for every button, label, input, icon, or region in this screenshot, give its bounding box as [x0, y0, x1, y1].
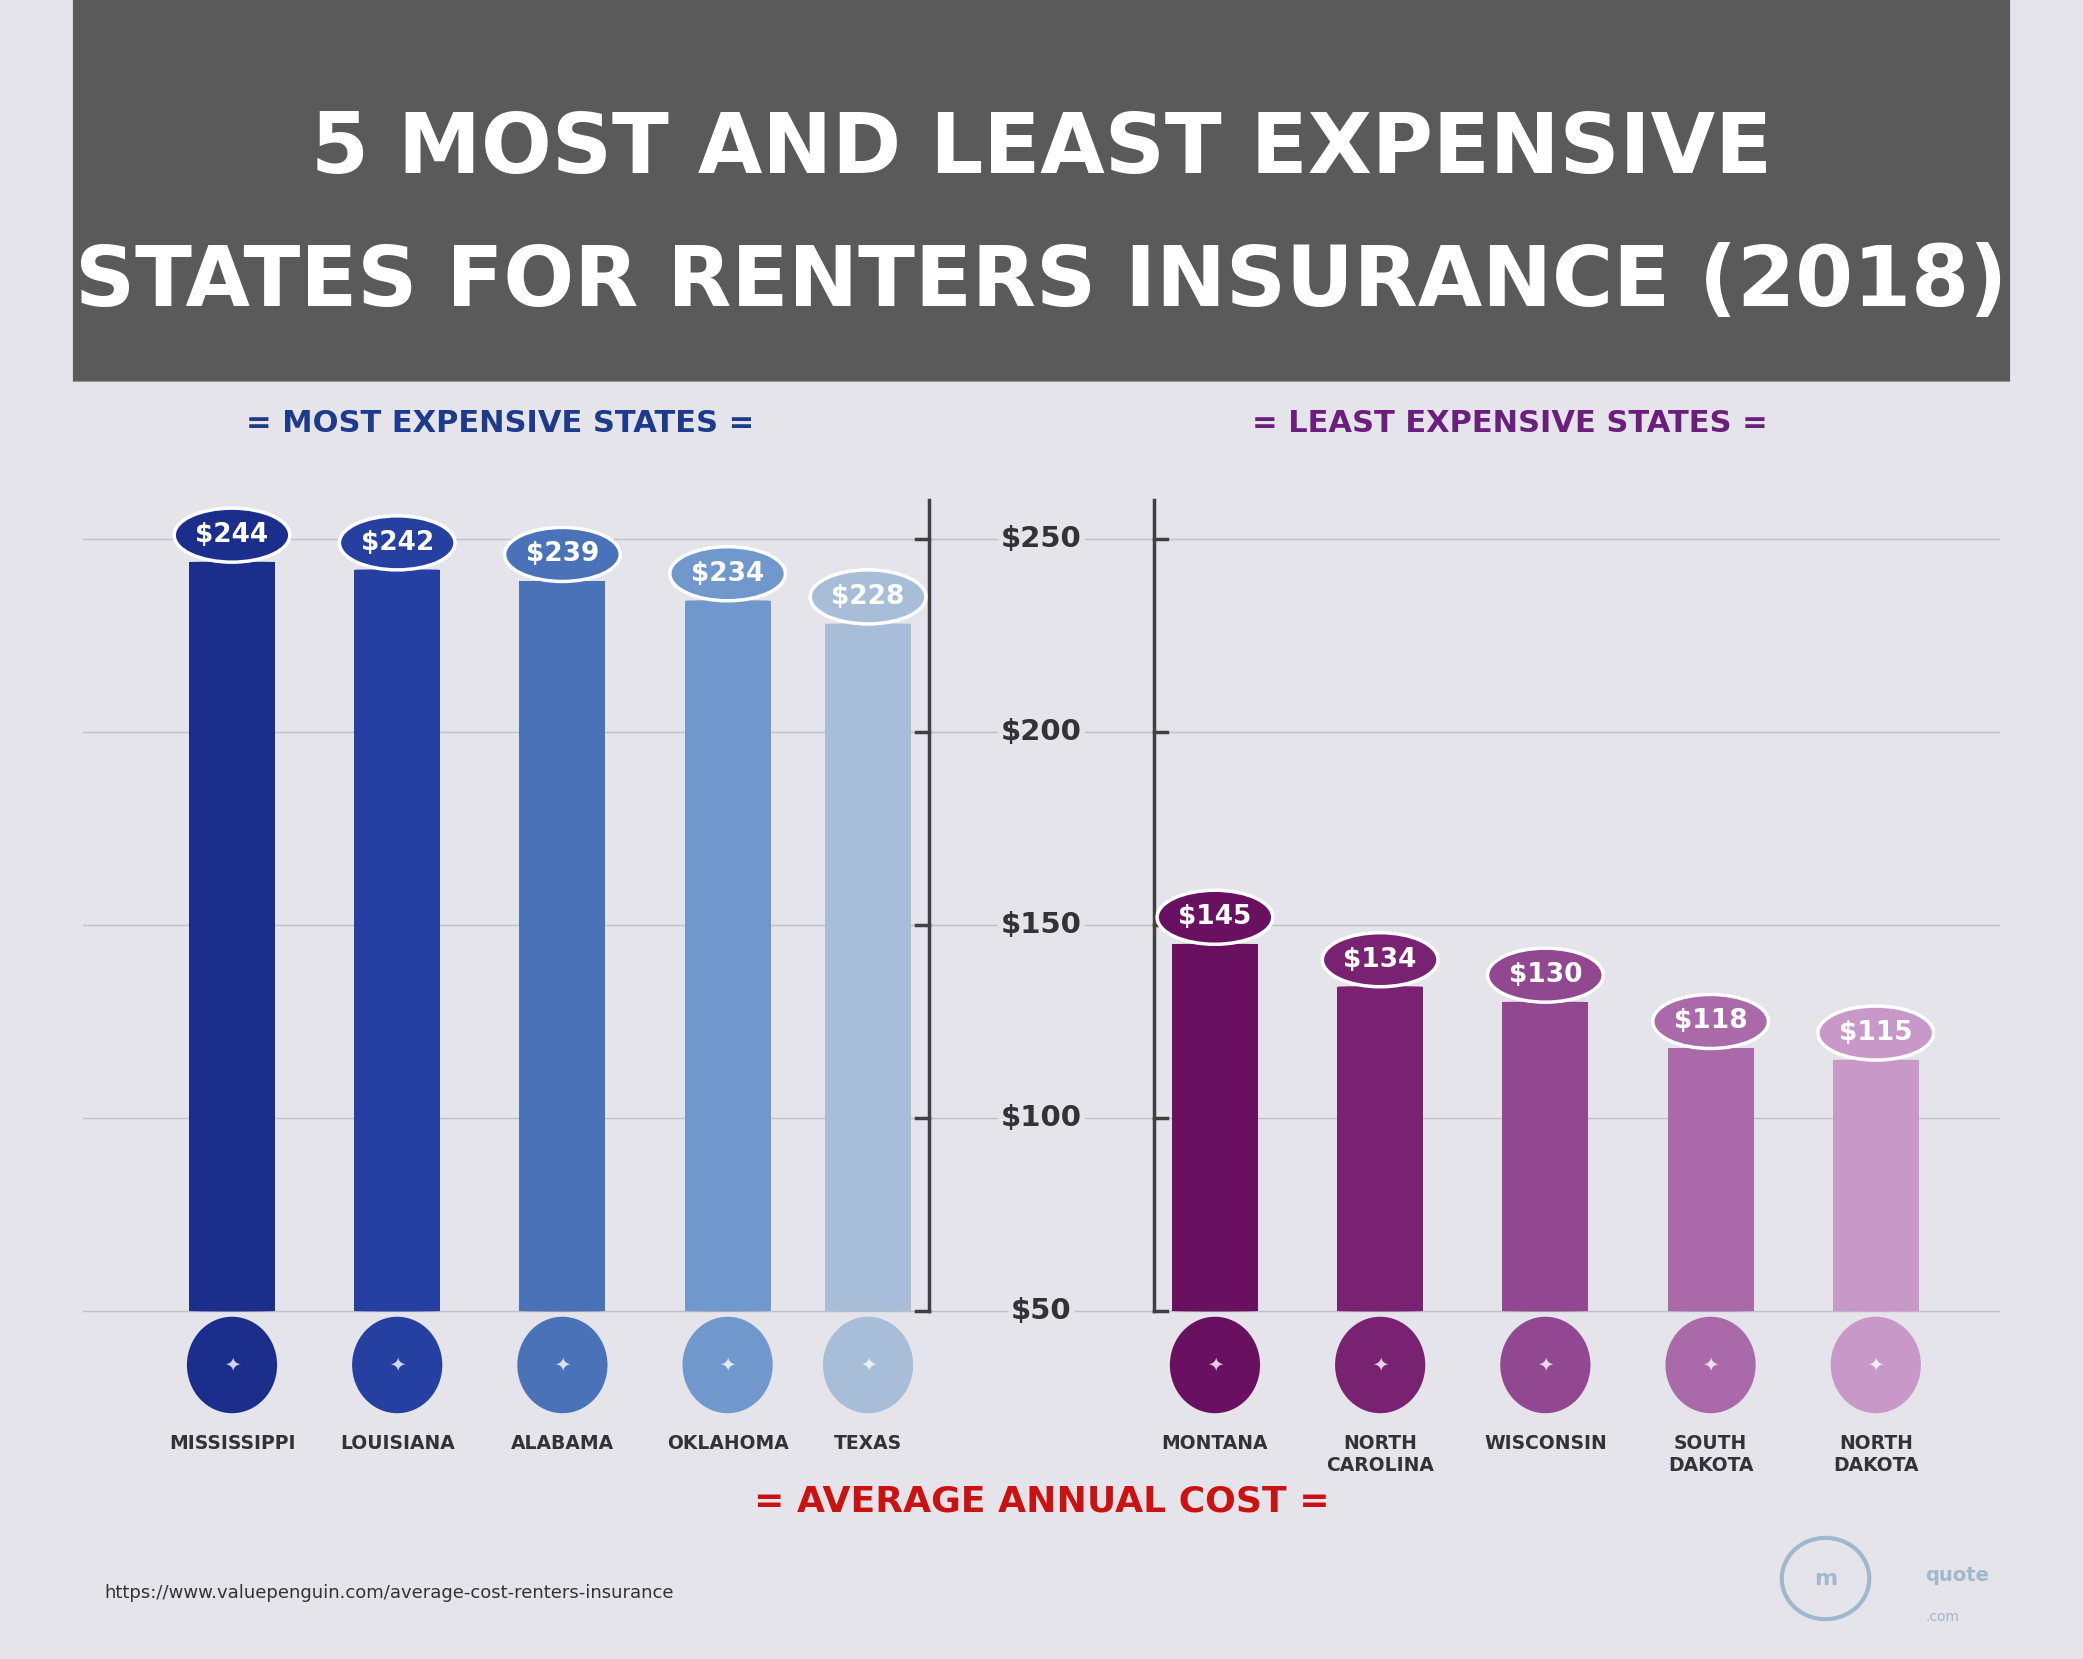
Ellipse shape: [1323, 932, 1437, 987]
Text: quote: quote: [1925, 1566, 1989, 1584]
Text: https://www.valuepenguin.com/average-cost-renters-insurance: https://www.valuepenguin.com/average-cos…: [104, 1584, 673, 1601]
Ellipse shape: [1487, 949, 1604, 1002]
Ellipse shape: [352, 1317, 442, 1413]
Ellipse shape: [1652, 994, 1768, 1048]
Ellipse shape: [1335, 1317, 1425, 1413]
Text: ALABAMA: ALABAMA: [510, 1435, 614, 1453]
Ellipse shape: [175, 508, 290, 562]
Text: ✦: ✦: [1868, 1355, 1883, 1375]
Text: $228: $228: [831, 584, 904, 611]
Text: $130: $130: [1508, 962, 1583, 989]
Ellipse shape: [1158, 891, 1273, 944]
Text: $50: $50: [1010, 1297, 1073, 1326]
Text: OKLAHOMA: OKLAHOMA: [667, 1435, 789, 1453]
Ellipse shape: [823, 1317, 912, 1413]
Text: NORTH
CAROLINA: NORTH CAROLINA: [1327, 1435, 1433, 1475]
Bar: [1173, 944, 1258, 1311]
Text: m: m: [1814, 1568, 1837, 1589]
Ellipse shape: [340, 516, 454, 571]
Text: 5 MOST AND LEAST EXPENSIVE: 5 MOST AND LEAST EXPENSIVE: [310, 109, 1773, 189]
Text: ✦: ✦: [223, 1355, 240, 1375]
Bar: [1833, 1060, 1918, 1311]
Ellipse shape: [683, 1317, 773, 1413]
Text: ✦: ✦: [1373, 1355, 1389, 1375]
Text: $150: $150: [1002, 911, 1081, 939]
Text: $118: $118: [1675, 1009, 1748, 1035]
Bar: [519, 581, 606, 1311]
Ellipse shape: [810, 571, 925, 624]
Text: $100: $100: [1002, 1103, 1081, 1131]
Text: WISCONSIN: WISCONSIN: [1483, 1435, 1606, 1453]
Text: ✦: ✦: [1537, 1355, 1554, 1375]
Text: $242: $242: [360, 529, 433, 556]
Text: LOUISIANA: LOUISIANA: [340, 1435, 454, 1453]
Ellipse shape: [1666, 1317, 1756, 1413]
Text: ✦: ✦: [719, 1355, 735, 1375]
Text: ✦: ✦: [554, 1355, 571, 1375]
Text: MONTANA: MONTANA: [1162, 1435, 1269, 1453]
Text: $134: $134: [1344, 947, 1416, 972]
Bar: [1337, 987, 1423, 1311]
Text: = MOST EXPENSIVE STATES =: = MOST EXPENSIVE STATES =: [246, 408, 754, 438]
Text: MISSISSIPPI: MISSISSIPPI: [169, 1435, 296, 1453]
Text: NORTH
DAKOTA: NORTH DAKOTA: [1833, 1435, 1918, 1475]
Ellipse shape: [1500, 1317, 1591, 1413]
Ellipse shape: [187, 1317, 277, 1413]
Bar: [685, 601, 771, 1311]
Text: ✦: ✦: [860, 1355, 877, 1375]
Bar: [1668, 1048, 1754, 1311]
Text: $239: $239: [525, 541, 600, 567]
Text: STATES FOR RENTERS INSURANCE (2018): STATES FOR RENTERS INSURANCE (2018): [75, 242, 2008, 322]
Bar: [354, 571, 440, 1311]
Ellipse shape: [1171, 1317, 1260, 1413]
Text: $200: $200: [1002, 718, 1081, 747]
Ellipse shape: [504, 528, 621, 581]
Text: TEXAS: TEXAS: [833, 1435, 902, 1453]
Ellipse shape: [517, 1317, 608, 1413]
Bar: [825, 624, 910, 1311]
Text: $250: $250: [1002, 524, 1081, 552]
Text: = LEAST EXPENSIVE STATES =: = LEAST EXPENSIVE STATES =: [1252, 408, 1768, 438]
Text: ✦: ✦: [1702, 1355, 1718, 1375]
Bar: [190, 562, 275, 1311]
Bar: [1502, 1002, 1589, 1311]
Text: SOUTH
DAKOTA: SOUTH DAKOTA: [1668, 1435, 1754, 1475]
Text: $244: $244: [196, 523, 269, 547]
Text: .com: .com: [1925, 1609, 1960, 1624]
Text: ✦: ✦: [390, 1355, 406, 1375]
Text: $115: $115: [1839, 1020, 1912, 1047]
Polygon shape: [73, 0, 2010, 382]
Text: $145: $145: [1179, 904, 1252, 931]
Text: ✦: ✦: [1206, 1355, 1223, 1375]
Ellipse shape: [1831, 1317, 1921, 1413]
Text: $234: $234: [692, 561, 764, 587]
Ellipse shape: [671, 547, 785, 601]
Ellipse shape: [1818, 1005, 1933, 1060]
Text: = AVERAGE ANNUAL COST =: = AVERAGE ANNUAL COST =: [754, 1485, 1329, 1518]
